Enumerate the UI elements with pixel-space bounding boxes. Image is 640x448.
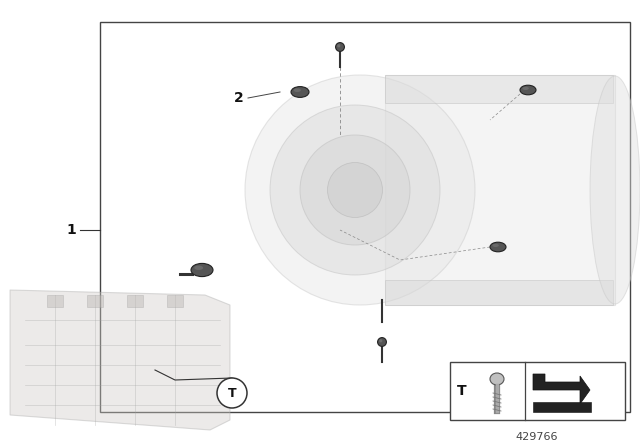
Bar	[87, 295, 103, 307]
Circle shape	[337, 44, 340, 47]
Ellipse shape	[294, 88, 301, 92]
Ellipse shape	[245, 75, 475, 305]
Circle shape	[335, 43, 344, 52]
Polygon shape	[533, 374, 590, 404]
Bar	[450, 362, 625, 420]
Text: T: T	[457, 384, 467, 398]
Text: T: T	[228, 387, 236, 400]
Ellipse shape	[328, 163, 383, 217]
Bar	[385, 75, 613, 103]
Ellipse shape	[490, 242, 506, 252]
Bar	[385, 280, 613, 305]
Circle shape	[217, 378, 247, 408]
Ellipse shape	[490, 373, 504, 385]
Bar	[100, 22, 630, 412]
Ellipse shape	[522, 87, 529, 90]
Bar	[47, 295, 63, 307]
Polygon shape	[10, 290, 230, 430]
Bar	[167, 295, 183, 307]
Ellipse shape	[520, 85, 536, 95]
Circle shape	[379, 339, 383, 342]
Ellipse shape	[492, 244, 499, 247]
Circle shape	[378, 338, 387, 346]
Ellipse shape	[291, 86, 309, 97]
Ellipse shape	[300, 135, 410, 245]
Text: 2: 2	[234, 91, 244, 105]
Ellipse shape	[195, 266, 203, 270]
Ellipse shape	[590, 76, 640, 304]
Bar	[533, 402, 591, 412]
Polygon shape	[385, 75, 615, 305]
Ellipse shape	[191, 263, 213, 276]
Text: 429766: 429766	[516, 432, 558, 442]
Bar	[127, 295, 143, 307]
Text: 1: 1	[67, 223, 76, 237]
Ellipse shape	[270, 105, 440, 275]
